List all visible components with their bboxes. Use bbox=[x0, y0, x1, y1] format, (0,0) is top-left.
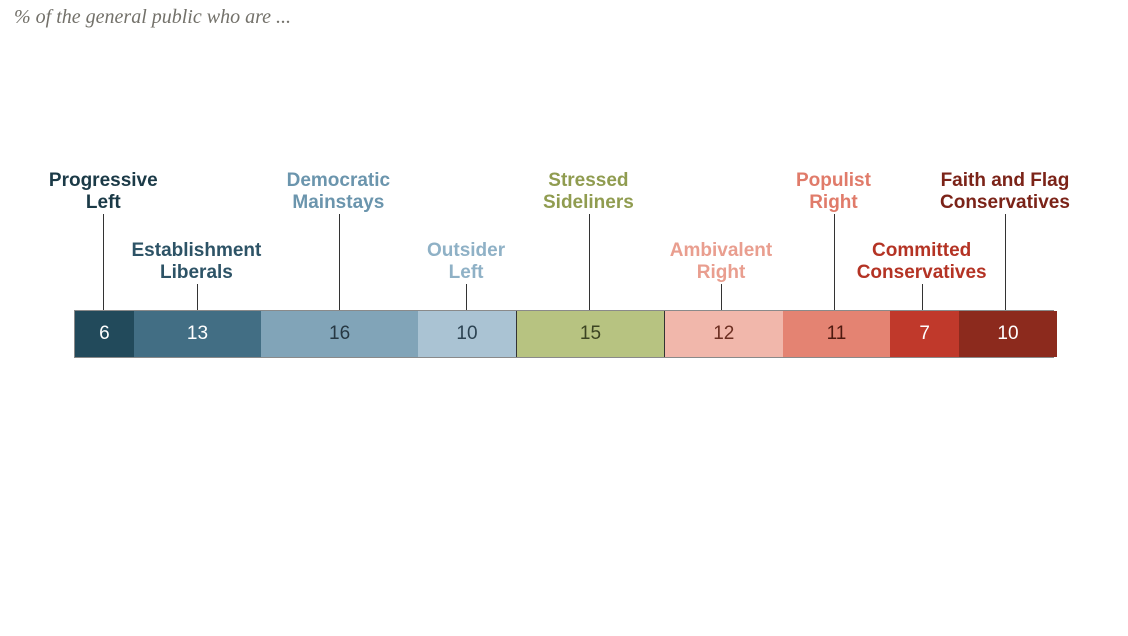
bar-group-center: 15 bbox=[517, 311, 665, 357]
bar-segment-outsider_left: 10 bbox=[418, 311, 516, 357]
leader-line bbox=[834, 214, 835, 322]
chart-area: 6131610151211710 bbox=[74, 310, 1054, 358]
leader-line bbox=[589, 214, 590, 322]
segment-label-ambivalent_right: Ambivalent Right bbox=[670, 240, 772, 284]
bar-group-right: 1211710 bbox=[665, 311, 1057, 357]
segment-label-faith_flag_conservatives: Faith and Flag Conservatives bbox=[940, 170, 1070, 214]
bar-segment-progressive_left: 6 bbox=[75, 311, 134, 357]
leader-line bbox=[339, 214, 340, 322]
bar-segment-democratic_mainstays: 16 bbox=[261, 311, 418, 357]
segment-label-democratic_mainstays: Democratic Mainstays bbox=[287, 170, 391, 214]
segment-label-progressive_left: Progressive Left bbox=[49, 170, 158, 214]
segment-label-establishment_liberals: Establishment Liberals bbox=[132, 240, 262, 284]
leader-line bbox=[1005, 214, 1006, 322]
bar-segment-faith_flag_conservatives: 10 bbox=[959, 311, 1057, 357]
bar-segment-populist_right: 11 bbox=[783, 311, 891, 357]
bar-group-left: 6131610 bbox=[75, 311, 517, 357]
bar-segment-ambivalent_right: 12 bbox=[665, 311, 783, 357]
segment-label-committed_conservatives: Committed Conservatives bbox=[857, 240, 987, 284]
bar-segment-establishment_liberals: 13 bbox=[134, 311, 261, 357]
bar-segment-stressed_sideliners: 15 bbox=[517, 311, 664, 357]
segment-label-outsider_left: Outsider Left bbox=[427, 240, 505, 284]
leader-line bbox=[103, 214, 104, 322]
segment-label-stressed_sideliners: Stressed Sideliners bbox=[543, 170, 634, 214]
stacked-bar: 6131610151211710 bbox=[74, 310, 1054, 358]
segment-labels-layer: Progressive LeftEstablishment LiberalsDe… bbox=[74, 0, 1054, 310]
segment-label-populist_right: Populist Right bbox=[796, 170, 871, 214]
bar-segment-committed_conservatives: 7 bbox=[890, 311, 959, 357]
